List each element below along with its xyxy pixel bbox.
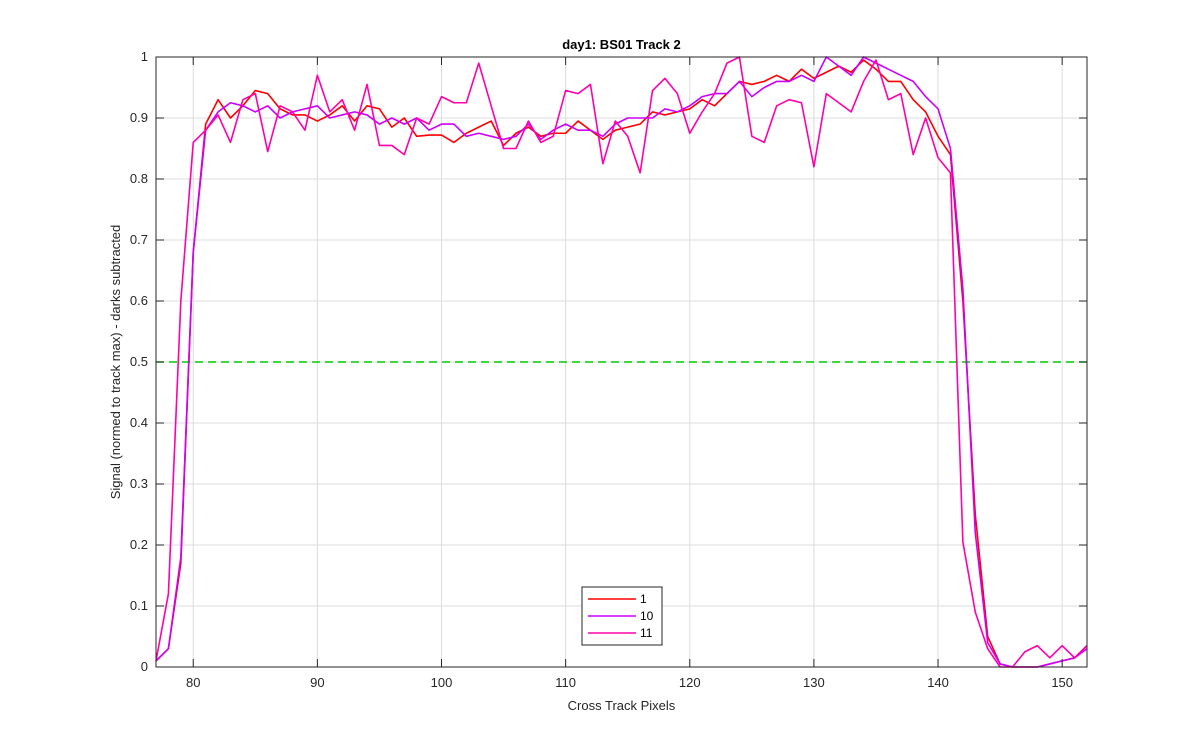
series-line-11 [155, 56, 1088, 668]
y-tick-label: 0.1 [130, 598, 148, 613]
x-tick-label: 150 [1051, 675, 1073, 690]
legend-label-10: 10 [640, 609, 654, 623]
y-tick-label: 0 [141, 659, 148, 674]
x-tick-label: 110 [555, 675, 576, 690]
y-tick-label: 0.8 [130, 171, 148, 186]
y-tick-label: 0.9 [130, 110, 148, 125]
x-tick-label: 80 [186, 675, 200, 690]
legend-label-1: 1 [640, 592, 647, 606]
y-tick-label: 0.4 [130, 415, 148, 430]
series-line-10 [155, 56, 1088, 668]
legend-label-11: 11 [640, 626, 653, 640]
tick-labels: 80 90 100 110 120 130 140 15000.10.20.30.40.50.… [130, 49, 1073, 690]
x-tick-label: 90 [310, 675, 324, 690]
y-tick-label: 0.7 [130, 232, 148, 247]
x-tick-label: 120 [679, 675, 701, 690]
x-tick-label: 130 [803, 675, 825, 690]
y-axis-label: Signal (normed to track max) - darks sub… [108, 225, 123, 500]
x-tick-label: 140 [927, 675, 949, 690]
y-tick-label: 0.5 [130, 354, 148, 369]
chart-title: day1: BS01 Track 2 [562, 37, 681, 52]
y-tick-label: 0.2 [130, 537, 148, 552]
y-tick-label: 0.3 [130, 476, 148, 491]
legend: 1 10 11 [581, 586, 663, 646]
x-axis-label: Cross Track Pixels [568, 698, 676, 713]
y-tick-label: 0.6 [130, 293, 148, 308]
series-group [155, 56, 1088, 668]
ticks [156, 56, 1087, 668]
x-tick-label: 100 [431, 675, 453, 690]
y-tick-label: 1 [141, 49, 148, 64]
